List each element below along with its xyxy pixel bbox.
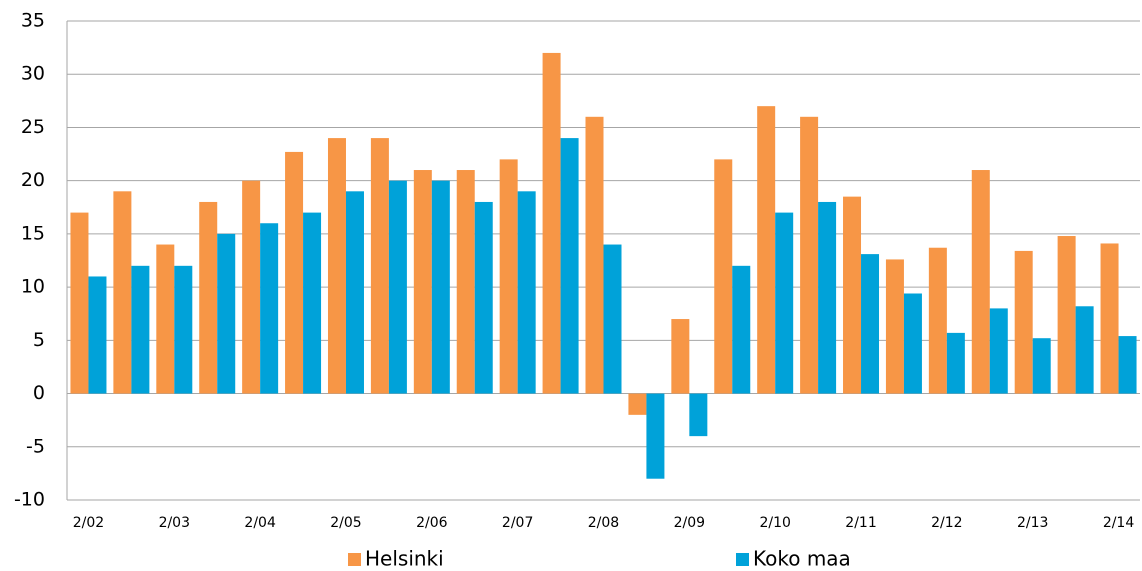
x-tick-label: 2/07 xyxy=(502,515,533,531)
legend-label: Helsinki xyxy=(365,547,444,571)
x-tick-label: 2/10 xyxy=(759,515,790,531)
bar xyxy=(1100,243,1119,394)
bar xyxy=(388,180,407,394)
x-tick-label: 2/14 xyxy=(1103,515,1135,531)
x-tick-label: 2/03 xyxy=(159,515,190,531)
bar xyxy=(1118,336,1137,394)
x-tick-label: 2/04 xyxy=(244,515,276,531)
bar xyxy=(800,116,819,394)
x-tick-label: 2/13 xyxy=(1017,515,1048,531)
bar xyxy=(928,247,947,394)
bar xyxy=(818,201,837,394)
bar xyxy=(70,212,89,394)
x-tick-label: 2/02 xyxy=(73,515,104,531)
bar xyxy=(971,170,990,394)
y-tick-label: -5 xyxy=(26,435,45,457)
bar xyxy=(646,393,665,479)
bar xyxy=(989,308,1008,394)
bar xyxy=(456,170,475,394)
bar xyxy=(431,180,450,394)
bar xyxy=(1075,306,1094,394)
bar xyxy=(689,393,708,437)
y-tick-label: 0 xyxy=(33,382,45,404)
bar xyxy=(113,191,132,394)
bar xyxy=(885,259,904,394)
bar xyxy=(628,393,647,415)
legend-label: Koko maa xyxy=(753,547,851,571)
legend-swatch xyxy=(348,553,361,566)
x-tick-label: 2/08 xyxy=(588,515,619,531)
x-tick-label: 2/12 xyxy=(931,515,962,531)
bar xyxy=(217,233,236,394)
bar xyxy=(946,332,965,394)
bar xyxy=(327,138,346,394)
y-tick-label: 10 xyxy=(21,276,45,298)
y-tick-label: 15 xyxy=(21,222,45,244)
bar xyxy=(156,244,175,394)
bar xyxy=(903,293,922,394)
bar xyxy=(671,319,690,394)
x-tick-label: 2/06 xyxy=(416,515,448,531)
bar xyxy=(242,180,261,394)
y-tick-label: 30 xyxy=(21,63,45,85)
bar xyxy=(199,201,218,394)
bar xyxy=(174,265,193,394)
bar xyxy=(843,196,862,394)
bar xyxy=(370,138,389,394)
x-tick-label: 2/09 xyxy=(674,515,705,531)
y-tick-label: 5 xyxy=(33,329,45,351)
bar xyxy=(345,191,364,394)
bar xyxy=(585,116,604,394)
y-tick-label: -10 xyxy=(14,489,45,511)
bar xyxy=(714,159,733,394)
y-tick-label: 35 xyxy=(21,10,45,32)
bar xyxy=(474,201,493,394)
bar xyxy=(757,106,776,394)
bar xyxy=(775,212,794,394)
bar xyxy=(413,170,432,394)
y-tick-label: 25 xyxy=(21,116,45,138)
x-tick-label: 2/11 xyxy=(845,515,876,531)
bar xyxy=(861,254,880,394)
bar xyxy=(560,138,579,394)
bar xyxy=(260,223,279,394)
bar xyxy=(285,151,304,394)
bar xyxy=(1057,236,1076,394)
bar xyxy=(603,244,622,394)
bar xyxy=(1032,338,1051,394)
y-tick-label: 20 xyxy=(21,169,45,191)
x-tick-label: 2/05 xyxy=(330,515,361,531)
bar xyxy=(88,276,107,394)
bar xyxy=(131,265,150,394)
legend-swatch xyxy=(736,553,749,566)
bar xyxy=(499,159,518,394)
bar xyxy=(517,191,536,394)
bar xyxy=(732,265,751,394)
bar xyxy=(542,52,561,394)
bar xyxy=(1014,250,1033,394)
bar xyxy=(303,212,322,394)
